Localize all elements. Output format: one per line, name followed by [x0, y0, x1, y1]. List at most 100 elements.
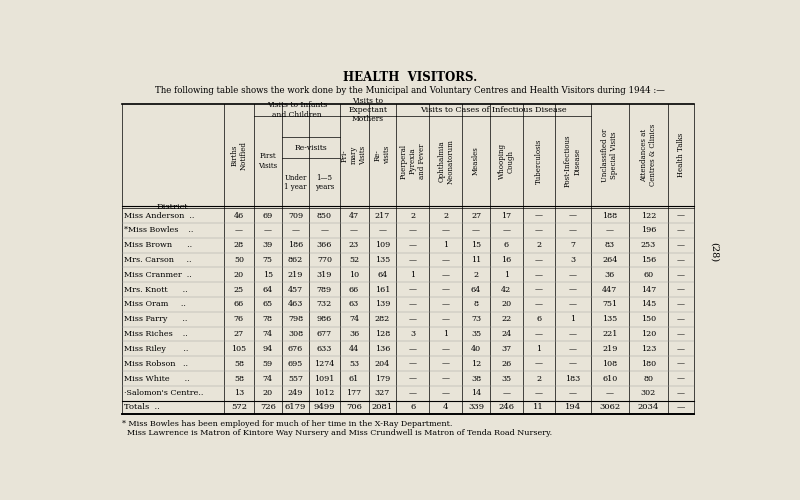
Text: 13: 13: [234, 390, 244, 398]
Text: —: —: [350, 226, 358, 234]
Text: 221: 221: [602, 330, 618, 338]
Text: The following table shows the work done by the Municipal and Voluntary Centres a: The following table shows the work done …: [155, 86, 665, 96]
Text: 308: 308: [288, 330, 303, 338]
Text: —: —: [264, 226, 272, 234]
Text: 4: 4: [443, 404, 449, 411]
Text: 38: 38: [471, 374, 481, 382]
Text: 726: 726: [260, 404, 276, 411]
Text: 122: 122: [641, 212, 656, 220]
Text: 2081: 2081: [372, 404, 393, 411]
Text: 7: 7: [570, 241, 575, 249]
Text: —: —: [409, 286, 417, 294]
Text: 2: 2: [536, 241, 542, 249]
Text: 47: 47: [349, 212, 359, 220]
Text: —: —: [535, 256, 543, 264]
Text: —: —: [409, 360, 417, 368]
Text: —: —: [378, 226, 386, 234]
Text: 128: 128: [374, 330, 390, 338]
Text: Tuberculosis: Tuberculosis: [535, 138, 543, 184]
Text: 2: 2: [410, 212, 415, 220]
Text: 50: 50: [234, 256, 244, 264]
Text: 196: 196: [641, 226, 656, 234]
Text: 447: 447: [602, 286, 618, 294]
Text: 572: 572: [231, 404, 247, 411]
Text: 770: 770: [317, 256, 332, 264]
Text: 64: 64: [377, 271, 387, 279]
Text: 11: 11: [471, 256, 482, 264]
Text: —: —: [535, 300, 543, 308]
Text: Miss Cranmer  ..: Miss Cranmer ..: [124, 271, 192, 279]
Text: 120: 120: [641, 330, 656, 338]
Text: —: —: [442, 316, 450, 324]
Text: 145: 145: [641, 300, 656, 308]
Text: 2034: 2034: [638, 404, 659, 411]
Text: 1: 1: [443, 330, 448, 338]
Text: —: —: [409, 390, 417, 398]
Text: 253: 253: [641, 241, 656, 249]
Text: 64: 64: [262, 286, 273, 294]
Text: 180: 180: [641, 360, 656, 368]
Text: Visits to
Expectant
Mothers: Visits to Expectant Mothers: [348, 97, 387, 123]
Text: Miss Riley       ..: Miss Riley ..: [124, 345, 189, 353]
Text: 6: 6: [536, 316, 542, 324]
Text: 798: 798: [288, 316, 303, 324]
Text: Totals  ..: Totals ..: [124, 404, 160, 411]
Text: 44: 44: [349, 345, 359, 353]
Text: Miss Brown      ..: Miss Brown ..: [124, 241, 192, 249]
Text: HEALTH  VISITORS.: HEALTH VISITORS.: [343, 71, 477, 84]
Text: 15: 15: [471, 241, 481, 249]
Text: 1: 1: [536, 345, 542, 353]
Text: 75: 75: [263, 256, 273, 264]
Text: —: —: [535, 212, 543, 220]
Text: —: —: [502, 390, 510, 398]
Text: 610: 610: [602, 374, 618, 382]
Text: 63: 63: [349, 300, 359, 308]
Text: 194: 194: [565, 404, 581, 411]
Text: Measles: Measles: [472, 146, 480, 176]
Text: 20: 20: [234, 271, 244, 279]
Text: —: —: [535, 360, 543, 368]
Text: 1: 1: [570, 316, 575, 324]
Text: 1—5
years: 1—5 years: [314, 174, 334, 191]
Text: 6: 6: [504, 241, 509, 249]
Text: 2: 2: [474, 271, 478, 279]
Text: 74: 74: [349, 316, 359, 324]
Text: Miss Lawrence is Matron of Kintore Way Nursery and Miss Crundwell is Matron of T: Miss Lawrence is Matron of Kintore Way N…: [122, 429, 552, 437]
Text: 366: 366: [317, 241, 332, 249]
Text: 204: 204: [374, 360, 390, 368]
Text: Whooping
Cough: Whooping Cough: [498, 143, 515, 179]
Text: —: —: [677, 316, 685, 324]
Text: —: —: [409, 226, 417, 234]
Text: 183: 183: [565, 374, 580, 382]
Text: 74: 74: [263, 374, 273, 382]
Text: 1: 1: [410, 271, 415, 279]
Text: 35: 35: [471, 330, 481, 338]
Text: —: —: [677, 330, 685, 338]
Text: 15: 15: [263, 271, 273, 279]
Text: 177: 177: [346, 390, 362, 398]
Text: —: —: [442, 300, 450, 308]
Text: Miss Riches    ..: Miss Riches ..: [124, 330, 188, 338]
Text: 76: 76: [234, 316, 244, 324]
Text: 219: 219: [288, 271, 303, 279]
Text: 22: 22: [502, 316, 511, 324]
Text: 65: 65: [263, 300, 273, 308]
Text: 139: 139: [374, 300, 390, 308]
Text: —: —: [535, 390, 543, 398]
Text: —: —: [569, 360, 577, 368]
Text: 135: 135: [602, 316, 618, 324]
Text: 156: 156: [641, 256, 656, 264]
Text: 36: 36: [605, 271, 615, 279]
Text: 78: 78: [263, 316, 273, 324]
Text: 25: 25: [234, 286, 244, 294]
Text: Miss Anderson  ..: Miss Anderson ..: [124, 212, 194, 220]
Text: 850: 850: [317, 212, 332, 220]
Text: 1: 1: [504, 271, 509, 279]
Text: 709: 709: [288, 212, 303, 220]
Text: 706: 706: [346, 404, 362, 411]
Text: —: —: [409, 345, 417, 353]
Text: 66: 66: [349, 286, 359, 294]
Text: 37: 37: [502, 345, 511, 353]
Text: 8: 8: [474, 300, 478, 308]
Text: 69: 69: [262, 212, 273, 220]
